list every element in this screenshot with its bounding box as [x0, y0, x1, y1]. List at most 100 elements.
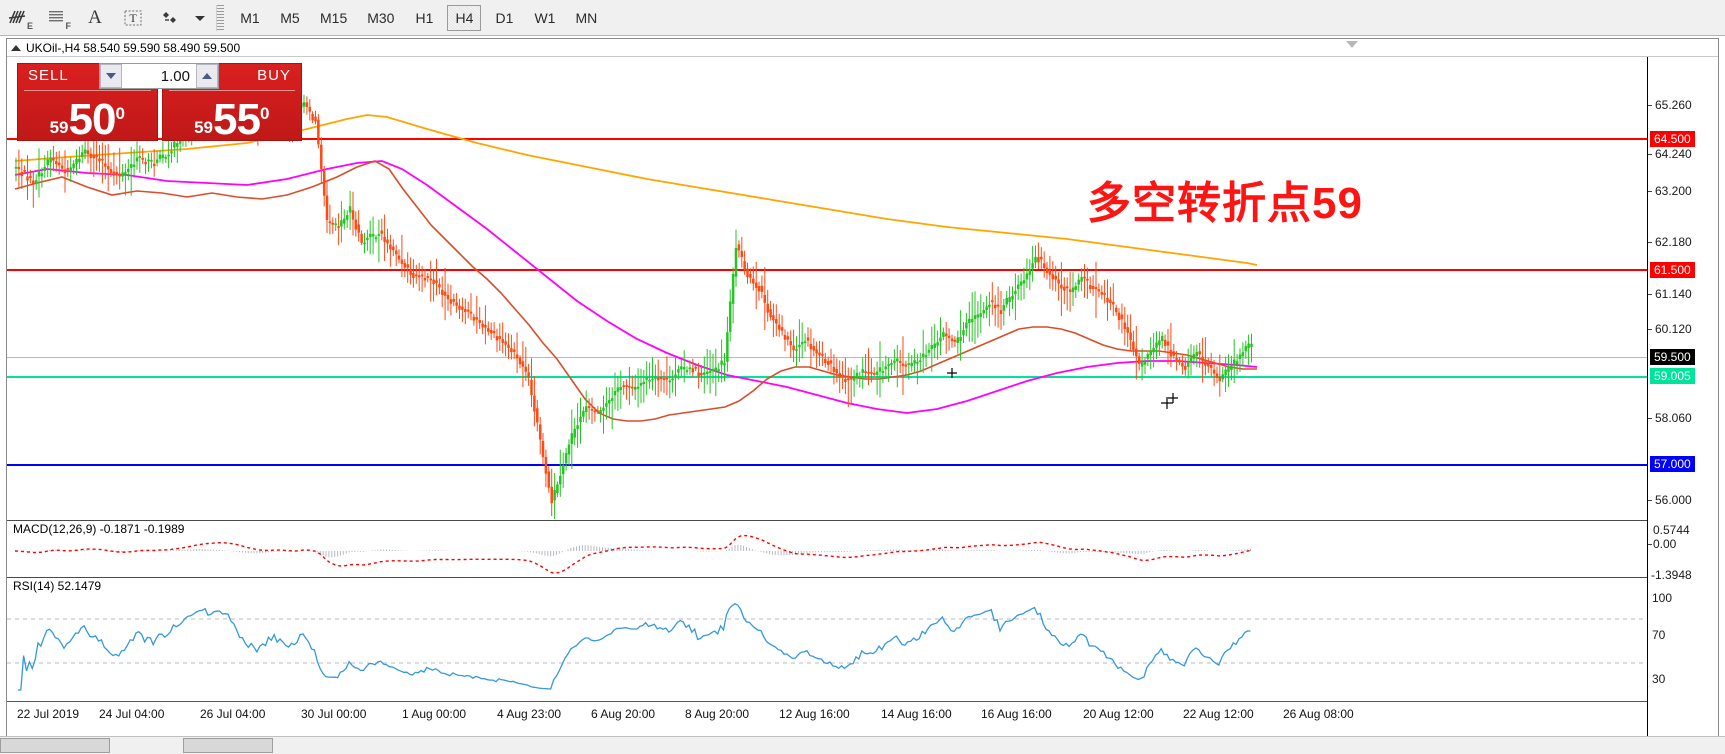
- time-label: 12 Aug 16:00: [779, 707, 850, 721]
- macd-scale-label: 0.00: [1653, 537, 1677, 551]
- chevron-down-icon: [106, 73, 116, 79]
- price-scale-divider: [1647, 57, 1648, 749]
- price-line-59500: [7, 357, 1647, 358]
- axis-tick: [1648, 294, 1652, 295]
- timeframe-w1[interactable]: W1: [534, 9, 556, 26]
- sell-price: 59 50 0: [18, 98, 157, 142]
- rsi-pane[interactable]: RSI(14) 52.1479: [7, 577, 1647, 695]
- elliott-wave-sub: E: [26, 20, 33, 31]
- buy-price-point: 0: [259, 104, 270, 123]
- lot-increase-button[interactable]: [196, 64, 218, 88]
- buy-price-main: 55: [213, 95, 261, 144]
- macd-pane[interactable]: MACD(12,26,9) -0.1871 -0.1989: [7, 520, 1647, 576]
- timeframe-mn[interactable]: MN: [575, 9, 598, 26]
- axis-label: 65.260: [1655, 98, 1692, 112]
- timeframe-m1[interactable]: M1: [240, 9, 260, 26]
- elliott-wave-icon[interactable]: E: [1, 2, 37, 34]
- timeframe-m30[interactable]: M30: [367, 9, 395, 26]
- chart-collapse-icon[interactable]: [1346, 41, 1358, 48]
- chart-titlebar: UKOil-,H4 58.540 59.590 58.490 59.500: [7, 39, 1718, 57]
- axis-label: 64.240: [1655, 147, 1692, 161]
- level-label-61500[interactable]: 61.500: [1650, 262, 1695, 278]
- sell-price-main: 50: [68, 95, 117, 144]
- macd-scale-label: -1.3948: [1651, 568, 1692, 582]
- time-label: 26 Aug 08:00: [1283, 707, 1354, 721]
- level-label-57000[interactable]: 57.000: [1650, 456, 1695, 472]
- sell-price-point: 0: [115, 104, 125, 123]
- time-label: 26 Jul 04:00: [200, 707, 266, 721]
- time-label: 20 Aug 12:00: [1083, 707, 1154, 721]
- fibonacci-grid-sub: F: [65, 20, 72, 31]
- time-label: 8 Aug 20:00: [685, 707, 750, 721]
- axis-label: 58.060: [1655, 411, 1692, 425]
- level-label-64500[interactable]: 64.500: [1650, 131, 1695, 147]
- timeframe-h1[interactable]: H1: [415, 9, 434, 26]
- text-box-icon[interactable]: T: [115, 2, 151, 34]
- price-scale[interactable]: 65.260 64.240 63.200 62.180 61.140 60.12…: [1648, 57, 1720, 749]
- axis-tick: [1648, 418, 1652, 419]
- timeframe-d1[interactable]: D1: [495, 9, 514, 26]
- axis-tick: [1648, 500, 1652, 501]
- time-label: 16 Aug 16:00: [981, 707, 1052, 721]
- toolbar-separator: [216, 4, 224, 31]
- level-line-59005: [7, 376, 1647, 378]
- axis-tick: [1648, 191, 1652, 192]
- axis-label: 60.120: [1655, 322, 1692, 336]
- scrollbar-thumb-main[interactable]: [183, 738, 273, 753]
- chart-title: UKOil-,H4 58.540 59.590 58.490 59.500: [26, 40, 241, 55]
- timeframe-m15[interactable]: M15: [320, 9, 348, 26]
- axis-tick: [1648, 105, 1652, 106]
- axis-label: 62.180: [1655, 235, 1692, 249]
- chevron-up-icon: [202, 73, 212, 79]
- axis-label: 61.140: [1655, 287, 1692, 301]
- time-label: 24 Jul 04:00: [99, 707, 165, 721]
- axis-tick: [1648, 544, 1652, 545]
- lot-size-input[interactable]: 1.00: [160, 67, 190, 85]
- horizontal-scrollbar[interactable]: [0, 736, 1725, 754]
- rsi-plot: [7, 603, 1647, 691]
- chart-annotation: 多空转折点59: [1087, 179, 1363, 228]
- main-toolbar: E F A T M1 M5 M15 M30 H1 H4: [0, 0, 1725, 36]
- level-line-57000: [7, 464, 1647, 466]
- time-label: 1 Aug 00:00: [402, 707, 467, 721]
- fibonacci-grid-icon[interactable]: F: [39, 2, 75, 34]
- one-click-trading-panel[interactable]: SELL 59 50 0 BUY 59 55 0 1.00: [17, 63, 302, 144]
- macd-label: MACD(12,26,9) -0.1871 -0.1989: [13, 522, 185, 536]
- time-label: 30 Jul 00:00: [301, 707, 367, 721]
- axis-label: 56.000: [1655, 493, 1692, 507]
- level-line-64500: [7, 138, 1647, 140]
- buy-price-integer: 59: [194, 118, 213, 137]
- sell-price-integer: 59: [49, 118, 69, 137]
- svg-text:T: T: [129, 11, 137, 25]
- level-line-61500: [7, 269, 1647, 271]
- sell-divider: [24, 90, 151, 91]
- rsi-scale-label: 100: [1652, 591, 1673, 605]
- time-label: 4 Aug 23:00: [497, 707, 562, 721]
- lot-decrease-button[interactable]: [100, 64, 122, 88]
- chart-expand-icon[interactable]: [11, 44, 21, 51]
- axis-tick: [1648, 154, 1652, 155]
- lot-size-stepper[interactable]: 1.00: [99, 63, 219, 89]
- rsi-scale-label: 30: [1652, 672, 1666, 686]
- buy-divider: [168, 90, 295, 91]
- scrollbar-thumb-left[interactable]: [0, 738, 110, 753]
- buy-label: BUY: [257, 67, 291, 84]
- time-axis: 22 Jul 2019 24 Jul 04:00 26 Jul 04:00 30…: [7, 701, 1647, 727]
- objects-dropdown-icon[interactable]: [191, 2, 209, 34]
- rsi-scale-label: 70: [1652, 628, 1666, 642]
- time-label: 6 Aug 20:00: [591, 707, 656, 721]
- time-label: 22 Aug 12:00: [1183, 707, 1254, 721]
- timeframe-h4[interactable]: H4: [447, 4, 482, 31]
- bid-label-59005[interactable]: 59.005: [1650, 368, 1695, 384]
- price-label-59500: 59.500: [1650, 349, 1695, 365]
- sell-label: SELL: [28, 67, 69, 84]
- time-label: 14 Aug 16:00: [881, 707, 952, 721]
- price-plot: [14, 114, 1258, 422]
- rsi-label: RSI(14) 52.1479: [13, 579, 102, 593]
- axis-label: 63.200: [1655, 184, 1692, 198]
- objects-icon[interactable]: [153, 2, 189, 34]
- timeframe-m5[interactable]: M5: [280, 9, 300, 26]
- sell-button[interactable]: SELL 59 50 0: [17, 63, 158, 142]
- text-label-icon[interactable]: A: [88, 6, 102, 28]
- price-pane[interactable]: 多空转折点59: [7, 57, 1647, 519]
